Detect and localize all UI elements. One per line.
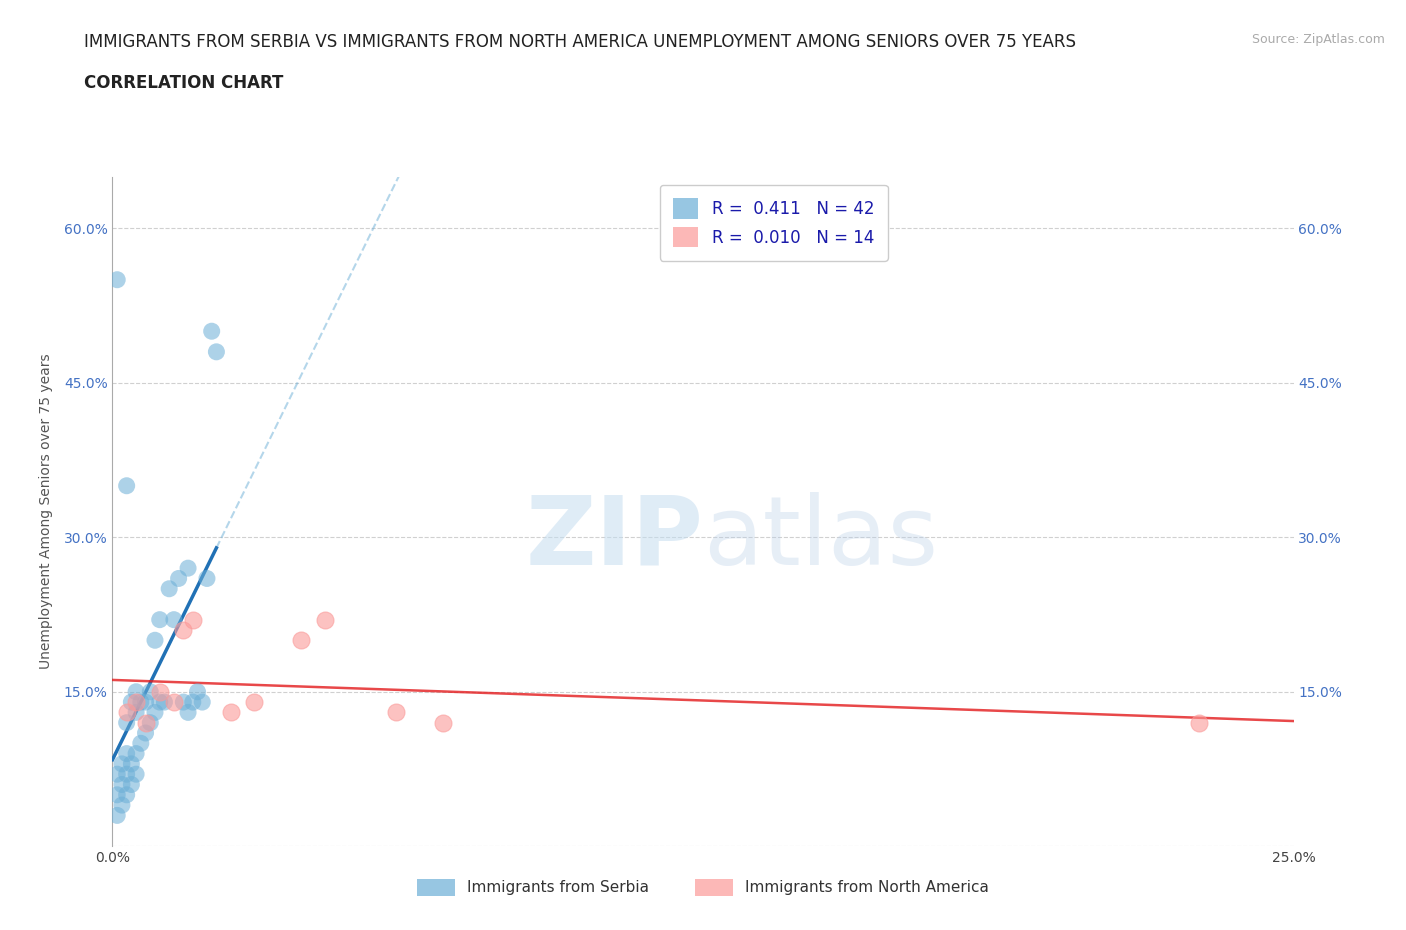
Point — [125, 766, 148, 781]
Point — [115, 766, 138, 781]
Point — [135, 715, 157, 730]
Point — [111, 777, 134, 792]
Point — [243, 695, 266, 710]
Text: Source: ZipAtlas.com: Source: ZipAtlas.com — [1251, 33, 1385, 46]
Legend: Immigrants from Serbia, Immigrants from North America: Immigrants from Serbia, Immigrants from … — [411, 872, 995, 902]
Point — [181, 695, 204, 710]
Point — [432, 715, 454, 730]
Point — [105, 272, 128, 287]
Point — [149, 684, 172, 699]
Point — [105, 788, 128, 803]
Point — [195, 571, 218, 586]
Point — [115, 788, 138, 803]
Point — [314, 612, 336, 627]
Point — [163, 612, 186, 627]
Y-axis label: Unemployment Among Seniors over 75 years: Unemployment Among Seniors over 75 years — [38, 353, 52, 670]
Point — [129, 695, 152, 710]
Point — [385, 705, 408, 720]
Point — [135, 725, 157, 740]
Point — [153, 695, 176, 710]
Text: IMMIGRANTS FROM SERBIA VS IMMIGRANTS FROM NORTH AMERICA UNEMPLOYMENT AMONG SENIO: IMMIGRANTS FROM SERBIA VS IMMIGRANTS FRO… — [84, 33, 1077, 50]
Point — [181, 612, 204, 627]
Point — [149, 612, 172, 627]
Point — [111, 756, 134, 771]
Point — [111, 798, 134, 813]
Point — [125, 684, 148, 699]
Point — [115, 705, 138, 720]
Point — [120, 756, 142, 771]
Point — [115, 478, 138, 493]
Text: ZIP: ZIP — [524, 492, 703, 585]
Point — [201, 324, 224, 339]
Point — [191, 695, 214, 710]
Point — [120, 695, 142, 710]
Point — [143, 705, 166, 720]
Point — [135, 695, 157, 710]
Point — [157, 581, 180, 596]
Point — [139, 715, 162, 730]
Point — [163, 695, 186, 710]
Point — [115, 715, 138, 730]
Point — [125, 705, 148, 720]
Point — [139, 684, 162, 699]
Text: CORRELATION CHART: CORRELATION CHART — [84, 74, 284, 92]
Point — [290, 632, 312, 647]
Point — [219, 705, 242, 720]
Point — [115, 746, 138, 761]
Point — [177, 561, 200, 576]
Point — [149, 695, 172, 710]
Point — [125, 746, 148, 761]
Point — [172, 695, 194, 710]
Point — [1188, 715, 1211, 730]
Point — [172, 622, 194, 637]
Point — [125, 695, 148, 710]
Text: atlas: atlas — [703, 492, 938, 585]
Point — [186, 684, 208, 699]
Point — [129, 736, 152, 751]
Point — [167, 571, 190, 586]
Point — [177, 705, 200, 720]
Point — [105, 766, 128, 781]
Point — [105, 808, 128, 823]
Point — [120, 777, 142, 792]
Point — [205, 344, 228, 359]
Point — [143, 632, 166, 647]
